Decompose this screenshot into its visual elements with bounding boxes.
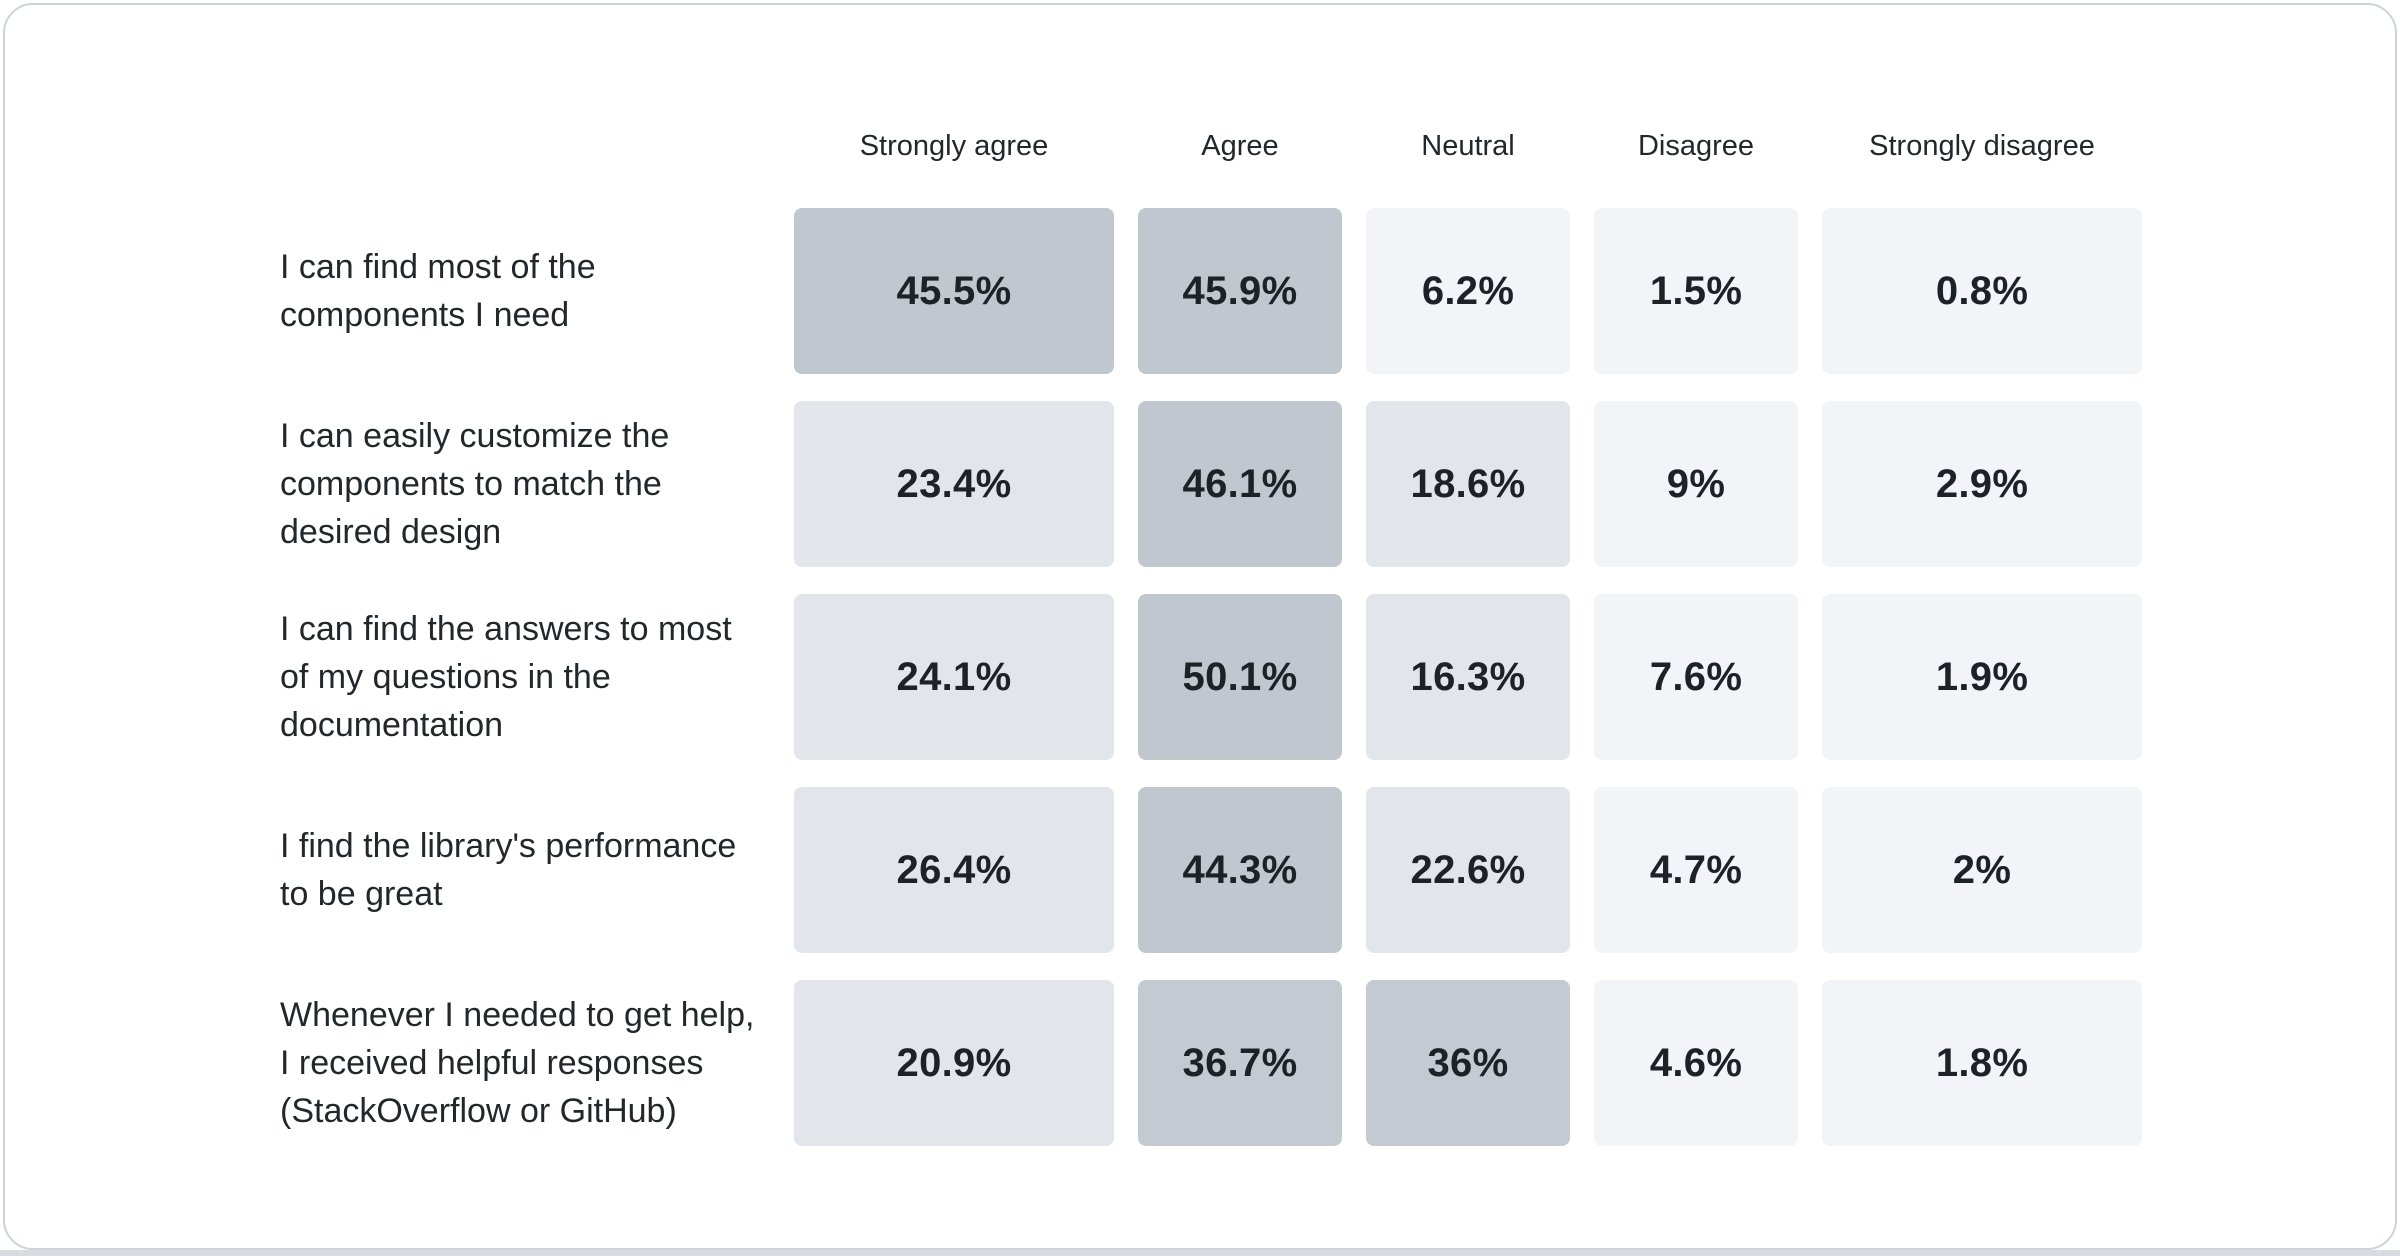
column-header-neutral: Neutral	[1421, 129, 1515, 162]
heatmap-cell: 24.1%	[794, 594, 1114, 760]
row-label-find-components: I can find most of the components I need	[280, 248, 596, 334]
heatmap-cell: 4.7%	[1594, 787, 1798, 953]
survey-heatmap: Strongly agree Agree Neutral Disagree St…	[280, 111, 2142, 1146]
column-header-disagree: Disagree	[1637, 129, 1755, 162]
survey-card: Strongly agree Agree Neutral Disagree St…	[3, 3, 2397, 1250]
heatmap-cell: 4.6%	[1594, 980, 1798, 1146]
column-header-strongly-agree: Strongly agree	[859, 129, 1049, 162]
window-bottom-edge	[0, 1250, 2400, 1256]
heatmap-cell: 7.6%	[1594, 594, 1798, 760]
heatmap-cell: 46.1%	[1138, 401, 1342, 567]
heatmap-cell: 50.1%	[1138, 594, 1342, 760]
heatmap-cell: 26.4%	[794, 787, 1114, 953]
column-header-agree: Agree	[1201, 129, 1279, 162]
heatmap-cell: 36%	[1366, 980, 1570, 1146]
heatmap-cell: 45.5%	[794, 208, 1114, 374]
heatmap-cell: 22.6%	[1366, 787, 1570, 953]
heatmap-corner-spacer	[280, 111, 770, 181]
heatmap-cell: 36.7%	[1138, 980, 1342, 1146]
heatmap-cell: 2%	[1822, 787, 2142, 953]
row-label-library-performance: I find the library's performance to be g…	[280, 827, 737, 913]
heatmap-cell: 6.2%	[1366, 208, 1570, 374]
row-label-helpful-responses: Whenever I needed to get help, I receive…	[280, 996, 755, 1130]
column-header-strongly-disagree: Strongly disagree	[1869, 129, 2095, 162]
heatmap-cell: 44.3%	[1138, 787, 1342, 953]
heatmap-cell: 1.9%	[1822, 594, 2142, 760]
heatmap-cell: 1.5%	[1594, 208, 1798, 374]
heatmap-cell: 18.6%	[1366, 401, 1570, 567]
row-label-customize-components: I can easily customize the components to…	[280, 417, 670, 551]
heatmap-cell: 45.9%	[1138, 208, 1342, 374]
heatmap-cell: 20.9%	[794, 980, 1114, 1146]
heatmap-cell: 0.8%	[1822, 208, 2142, 374]
heatmap-cell: 16.3%	[1366, 594, 1570, 760]
heatmap-cell: 23.4%	[794, 401, 1114, 567]
heatmap-cell: 1.8%	[1822, 980, 2142, 1146]
heatmap-cell: 9%	[1594, 401, 1798, 567]
row-label-find-answers-docs: I can find the answers to most of my que…	[280, 610, 732, 744]
heatmap-cell: 2.9%	[1822, 401, 2142, 567]
